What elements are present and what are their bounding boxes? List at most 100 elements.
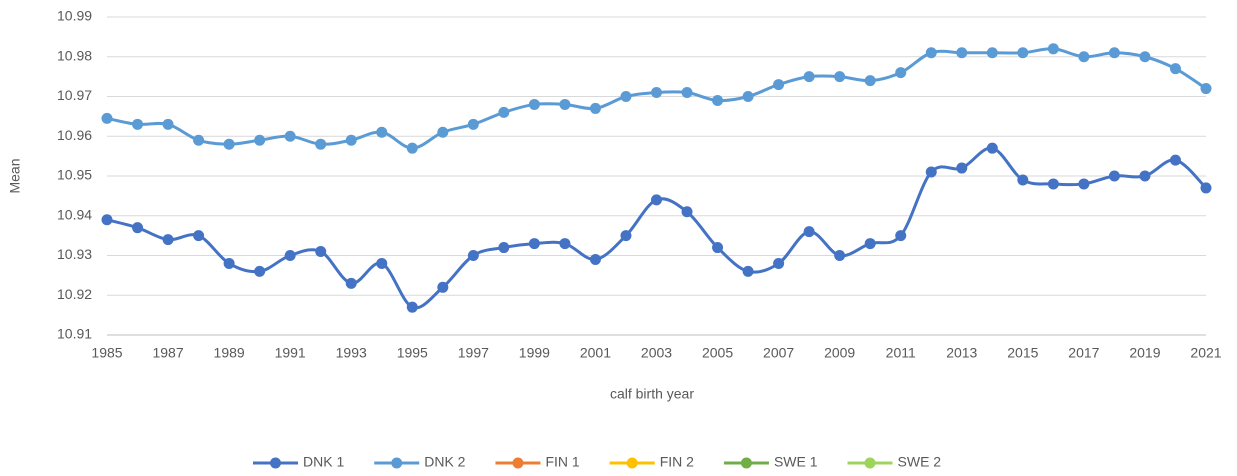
- data-point: [376, 126, 388, 138]
- x-tick-label: 1987: [152, 345, 183, 361]
- x-tick-label: 2009: [824, 345, 855, 361]
- y-tick-label: 10.94: [57, 206, 92, 222]
- data-point: [1017, 174, 1029, 186]
- data-point: [1169, 154, 1181, 166]
- data-point: [681, 87, 693, 99]
- data-point: [742, 91, 754, 102]
- y-tick-label: 10.97: [57, 87, 92, 103]
- data-point: [315, 138, 327, 150]
- data-point: [223, 138, 235, 150]
- data-point: [1200, 182, 1212, 194]
- data-point: [1139, 170, 1151, 182]
- data-point: [925, 166, 937, 178]
- legend-marker: [740, 457, 752, 469]
- y-tick-label: 10.93: [57, 246, 92, 262]
- data-point: [254, 265, 266, 277]
- legend-label: FIN 1: [545, 454, 579, 470]
- y-tick-label: 10.92: [57, 286, 92, 302]
- x-tick-label: 2001: [580, 345, 611, 361]
- data-point: [254, 134, 266, 146]
- x-tick-label: 1989: [214, 345, 245, 361]
- data-point: [223, 257, 235, 269]
- data-point: [345, 277, 357, 289]
- data-point: [803, 226, 815, 238]
- data-point: [589, 253, 601, 265]
- series-line: [106, 146, 1208, 310]
- data-point: [467, 250, 479, 261]
- data-point: [651, 194, 662, 206]
- y-tick-label: 10.96: [57, 127, 92, 143]
- data-point: [162, 234, 174, 246]
- data-point: [437, 126, 449, 138]
- legend-marker: [626, 457, 638, 469]
- x-tick-label: 1991: [275, 345, 306, 361]
- data-point: [956, 47, 968, 59]
- x-tick-label: 1999: [519, 345, 550, 361]
- data-point: [406, 142, 418, 154]
- x-tick-label: 1997: [458, 345, 489, 361]
- data-point: [1108, 170, 1120, 182]
- legend-label: FIN 2: [660, 454, 694, 470]
- x-tick-label: 2011: [886, 345, 916, 361]
- data-point: [498, 242, 510, 254]
- data-point: [132, 118, 144, 130]
- data-point: [101, 112, 113, 124]
- series-line: [106, 47, 1207, 150]
- data-point: [834, 250, 846, 261]
- y-tick-label: 10.98: [57, 47, 92, 63]
- data-point: [803, 71, 815, 83]
- data-point: [864, 238, 876, 250]
- data-point: [528, 98, 540, 110]
- legend-label: SWE 1: [774, 454, 818, 470]
- data-point: [559, 98, 571, 110]
- x-tick-label: 2015: [1007, 345, 1038, 361]
- data-point: [437, 281, 449, 293]
- y-tick-label: 10.99: [57, 8, 92, 24]
- data-point: [773, 79, 785, 91]
- x-tick-label: 2019: [1129, 345, 1160, 361]
- data-point: [1017, 47, 1029, 59]
- x-tick-label: 1995: [397, 345, 428, 361]
- data-point: [589, 102, 601, 114]
- data-point: [315, 246, 327, 258]
- data-point: [895, 230, 907, 242]
- data-point: [1169, 63, 1181, 75]
- data-point: [376, 257, 388, 269]
- data-point: [681, 206, 693, 218]
- data-point: [467, 118, 479, 130]
- legend-marker: [391, 457, 403, 469]
- data-point: [925, 47, 937, 59]
- legend-label: SWE 2: [898, 454, 942, 470]
- x-tick-label: 2013: [946, 345, 977, 361]
- legend-marker: [270, 457, 281, 469]
- data-point: [132, 222, 144, 234]
- data-point: [162, 118, 174, 130]
- data-point: [101, 214, 113, 226]
- x-axis-label: calf birth year: [610, 386, 694, 402]
- data-point: [284, 130, 296, 142]
- data-point: [284, 250, 296, 261]
- legend-marker: [864, 457, 876, 469]
- data-point: [1108, 47, 1120, 59]
- data-point: [986, 142, 998, 154]
- data-point: [528, 238, 540, 250]
- data-point: [345, 134, 357, 146]
- data-point: [193, 230, 205, 242]
- data-point: [895, 67, 907, 79]
- data-point: [1200, 83, 1212, 95]
- data-point: [1078, 178, 1090, 190]
- data-point: [712, 94, 724, 106]
- data-point: [773, 257, 785, 269]
- data-point: [834, 71, 846, 83]
- legend-label: DNK 1: [303, 454, 344, 470]
- data-point: [986, 47, 998, 59]
- data-point: [742, 265, 754, 277]
- x-tick-label: 2003: [641, 345, 672, 361]
- data-point: [956, 162, 968, 174]
- x-tick-label: 1993: [336, 345, 367, 361]
- legend-marker: [512, 457, 524, 469]
- y-tick-label: 10.95: [57, 167, 92, 183]
- data-point: [1047, 178, 1059, 190]
- x-tick-label: 1985: [91, 345, 122, 361]
